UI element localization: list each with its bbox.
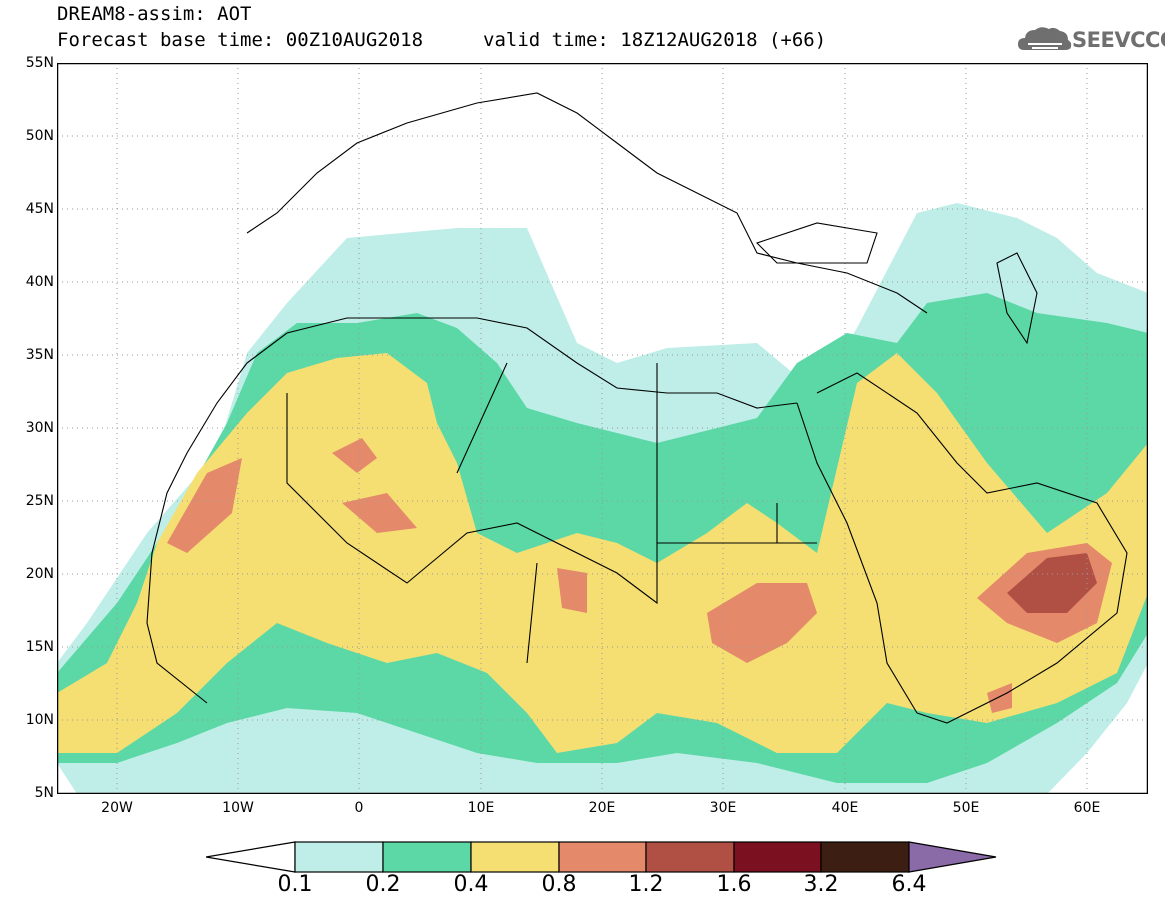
legend-swatch bbox=[733, 841, 822, 873]
lat-tick-label: 55N bbox=[25, 55, 54, 71]
aot-band-0-8 bbox=[987, 683, 1012, 713]
coastline-europe bbox=[246, 92, 928, 314]
lat-tick-label: 15N bbox=[25, 639, 54, 655]
lon-tick-label: 20W bbox=[101, 800, 133, 816]
lat-tick-label: 20N bbox=[25, 566, 54, 582]
legend-level-label: 3.2 bbox=[803, 872, 839, 897]
legend-swatch bbox=[470, 841, 560, 873]
lat-tick-label: 50N bbox=[25, 128, 54, 144]
legend-level-label: 0.4 bbox=[453, 872, 489, 897]
lon-tick-label: 40E bbox=[831, 800, 859, 816]
lat-tick-label: 30N bbox=[25, 420, 54, 436]
forecast-base-time: Forecast base time: 00Z10AUG2018 bbox=[57, 29, 424, 51]
lat-tick-label: 25N bbox=[25, 493, 54, 509]
lon-tick-label: 10W bbox=[222, 800, 254, 816]
aot-band-0-8 bbox=[557, 568, 587, 613]
lon-tick-label: 30E bbox=[709, 800, 737, 816]
lat-tick-label: 45N bbox=[25, 201, 54, 217]
black-sea bbox=[755, 222, 878, 264]
legend-swatch-below bbox=[206, 841, 296, 873]
legend-swatch bbox=[558, 841, 647, 873]
caspian-sea bbox=[996, 252, 1038, 345]
lon-tick-label: 0 bbox=[354, 800, 364, 816]
lat-tick-label: 10N bbox=[25, 712, 54, 728]
valid-time: valid time: 18Z12AUG2018 (+66) bbox=[483, 29, 827, 51]
coastline-arabia bbox=[816, 372, 1128, 724]
logo-text: SEEVCCC bbox=[1072, 28, 1165, 52]
border-lines bbox=[286, 362, 817, 664]
lat-tick-label: 40N bbox=[25, 274, 54, 290]
lon-tick-label: 60E bbox=[1073, 800, 1101, 816]
legend-swatch bbox=[820, 841, 910, 873]
legend-swatch-above bbox=[908, 841, 997, 873]
lon-tick-label: 10E bbox=[467, 800, 495, 816]
lat-tick-label: 35N bbox=[25, 347, 54, 363]
aot-map bbox=[57, 63, 1148, 794]
coastline-north-africa bbox=[246, 317, 798, 409]
color-legend bbox=[206, 841, 997, 873]
legend-swatch bbox=[382, 841, 472, 873]
legend-level-label: 0.2 bbox=[365, 872, 401, 897]
cloud-icon bbox=[1018, 27, 1072, 50]
coastline-west-africa bbox=[146, 362, 248, 704]
legend-level-label: 0.8 bbox=[541, 872, 577, 897]
lat-tick-label: 5N bbox=[34, 785, 54, 801]
legend-level-label: 1.2 bbox=[628, 872, 664, 897]
coastline-red-sea bbox=[796, 402, 918, 714]
lon-tick-label: 20E bbox=[588, 800, 616, 816]
aot-band-0-8 bbox=[332, 438, 377, 473]
chart-title: DREAM8-assim: AOT bbox=[57, 3, 252, 25]
aot-band-1-2 bbox=[1007, 553, 1097, 613]
aot-band-0-8 bbox=[167, 458, 242, 553]
aot-band-0-8 bbox=[707, 583, 817, 663]
legend-swatch bbox=[645, 841, 735, 873]
legend-level-label: 1.6 bbox=[716, 872, 752, 897]
legend-swatch bbox=[294, 841, 384, 873]
legend-level-label: 6.4 bbox=[891, 872, 927, 897]
lon-tick-label: 50E bbox=[952, 800, 980, 816]
legend-level-label: 0.1 bbox=[277, 872, 313, 897]
aot-band-0-8 bbox=[342, 493, 417, 533]
